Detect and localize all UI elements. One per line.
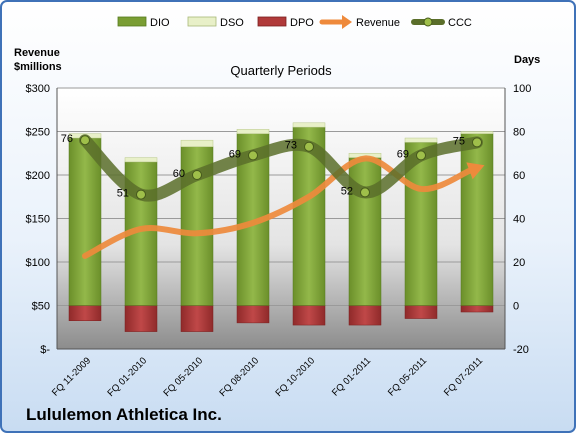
dpo-bar: [236, 305, 270, 324]
ccc-point: [192, 170, 202, 180]
right-tick-label: 100: [513, 83, 531, 95]
right-tick-label: -20: [513, 344, 529, 356]
right-tick-label: 40: [513, 214, 525, 226]
right-tick-label: 60: [513, 170, 525, 182]
dpo-bar: [180, 305, 214, 332]
legend-swatch-dio: [117, 16, 147, 27]
ccc-data-label: 51: [117, 188, 129, 200]
dpo-bar: [292, 305, 326, 326]
dpo-bar: [68, 305, 102, 321]
left-tick-label: $250: [26, 127, 50, 139]
left-tick-label: $200: [26, 170, 50, 182]
left-tick-label: $50: [32, 301, 50, 313]
legend-point-ccc: [423, 17, 433, 27]
dio-bar: [68, 137, 102, 306]
left-tick-label: $300: [26, 83, 50, 95]
dpo-bar: [124, 305, 158, 332]
legend-label-dpo: DPO: [290, 17, 314, 29]
ccc-point: [248, 150, 258, 161]
ccc-point: [80, 135, 90, 146]
ccc-point: [416, 150, 426, 161]
dpo-bar: [460, 305, 494, 313]
left-tick-label: $-: [40, 344, 50, 356]
dio-bar: [348, 157, 382, 306]
legend-label-dso: DSO: [220, 17, 244, 29]
legend-arrowhead-revenue: [342, 15, 352, 29]
dso-bar: [124, 157, 158, 163]
ccc-data-label: 69: [397, 148, 409, 160]
ccc-data-label: 73: [285, 140, 297, 152]
left-tick-label: $100: [26, 257, 50, 269]
dso-bar: [460, 131, 494, 134]
ccc-point: [304, 141, 314, 152]
dpo-bar: [404, 305, 438, 319]
ccc-data-label: 52: [341, 185, 353, 197]
revenue-arrowhead: [466, 162, 485, 180]
dso-bar: [180, 139, 214, 147]
revenue-line: [82, 155, 473, 259]
legend: DIO DSO DPO Revenue CCC: [117, 15, 472, 29]
right-tick-label: 0: [513, 301, 519, 313]
ccc-point: [360, 187, 370, 198]
dpo-bar: [348, 305, 382, 326]
lines: 76 51 60 69 73 52 69 75: [61, 133, 485, 259]
ccc-data-label: 69: [229, 148, 241, 160]
ccc-data-label: 60: [173, 168, 185, 180]
company-name: Lululemon Athletica Inc.: [26, 405, 222, 424]
left-axis-label-line2: $millions: [14, 61, 62, 73]
chart-title: Quarterly Periods: [230, 63, 332, 78]
legend-swatch-dpo: [257, 16, 287, 27]
right-axis-label: Days: [514, 54, 540, 66]
ccc-data-label: 75: [453, 135, 465, 147]
legend-swatch-dso: [187, 16, 217, 27]
legend-label-ccc: CCC: [448, 17, 472, 29]
legend-label-dio: DIO: [150, 17, 170, 29]
right-tick-label: 80: [513, 127, 525, 139]
right-tick-label: 20: [513, 257, 525, 269]
dso-bar: [292, 122, 326, 128]
dso-bar: [404, 137, 438, 143]
dio-bar: [460, 133, 494, 306]
left-axis-label-line1: Revenue: [14, 47, 60, 59]
left-tick-label: $150: [26, 214, 50, 226]
ccc-point: [136, 189, 146, 200]
legend-label-revenue: Revenue: [356, 17, 400, 29]
ccc-point: [472, 137, 482, 148]
ccc-data-label: 76: [61, 133, 73, 145]
dso-bar: [236, 129, 270, 134]
